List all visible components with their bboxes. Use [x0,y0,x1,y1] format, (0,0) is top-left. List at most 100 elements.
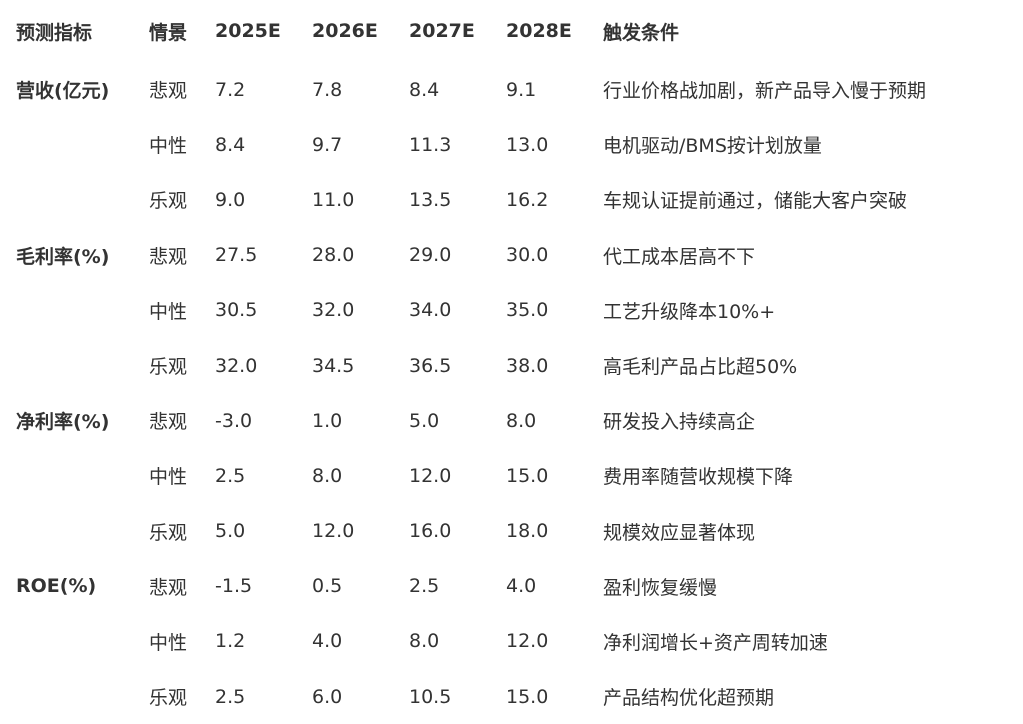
scenario-cell: 乐观 [149,687,188,710]
scenario-cell: 乐观 [149,521,188,544]
value-2028e: 15.0 [506,464,549,487]
value-2027e: 10.5 [409,685,452,708]
header-2026e: 2026E [312,20,378,42]
value-2025e: 1.2 [215,630,246,653]
value-2028e: 9.1 [506,78,537,101]
header-row: 预测指标 情景 2025E 2026E 2027E 2028E 触发条件 [0,0,1023,62]
value-2027e: 5.0 [409,409,440,432]
trigger-cell: 工艺升级降本10%+ [603,300,776,323]
table-body: 营收(亿元) 悲观 7.2 7.8 8.4 9.1 行业价格战加剧，新产品导入慢… [0,62,1023,724]
value-2025e: 8.4 [215,133,246,156]
value-2028e: 16.2 [506,188,549,211]
value-2026e: 4.0 [312,630,343,653]
value-2025e: 2.5 [215,685,246,708]
scenario-cell: 中性 [149,466,188,489]
header-2027e: 2027E [409,20,475,42]
metric-cell: 营收(亿元) [16,80,110,103]
header-metric: 预测指标 [16,21,93,44]
value-2027e: 36.5 [409,354,452,377]
value-2025e: 2.5 [215,464,246,487]
value-2025e: 27.5 [215,244,258,267]
metric-cell [0,338,133,393]
trigger-cell: 盈利恢复缓慢 [603,576,718,599]
metric-cell [0,614,133,669]
table-row: 乐观 5.0 12.0 16.0 18.0 规模效应显著体现 [0,504,1023,559]
table-row: 净利率(%) 悲观 -3.0 1.0 5.0 8.0 研发投入持续高企 [0,393,1023,448]
value-2025e: 32.0 [215,354,258,377]
metric-cell [0,669,133,724]
value-2027e: 8.4 [409,78,440,101]
trigger-cell: 代工成本居高不下 [603,245,756,268]
value-2028e: 18.0 [506,520,549,543]
metric-cell: ROE(%) [16,575,97,598]
value-2028e: 30.0 [506,244,549,267]
table-row: 乐观 2.5 6.0 10.5 15.0 产品结构优化超预期 [0,669,1023,724]
value-2026e: 28.0 [312,244,355,267]
metric-cell: 净利率(%) [16,411,110,434]
trigger-cell: 车规认证提前通过，储能大客户突破 [603,190,908,213]
metric-cell [0,283,133,338]
value-2026e: 7.8 [312,78,343,101]
value-2026e: 1.0 [312,409,343,432]
scenario-cell: 悲观 [149,576,188,599]
scenario-cell: 悲观 [149,411,188,434]
value-2027e: 2.5 [409,575,440,598]
table-header: 预测指标 情景 2025E 2026E 2027E 2028E 触发条件 [0,0,1023,62]
scenario-cell: 中性 [149,631,188,654]
value-2026e: 0.5 [312,575,343,598]
value-2026e: 34.5 [312,354,355,377]
value-2025e: 7.2 [215,78,246,101]
trigger-cell: 高毛利产品占比超50% [603,356,798,379]
value-2026e: 12.0 [312,520,355,543]
value-2028e: 13.0 [506,133,549,156]
table-row: 中性 8.4 9.7 11.3 13.0 电机驱动/BMS按计划放量 [0,117,1023,172]
value-2028e: 4.0 [506,575,537,598]
value-2027e: 29.0 [409,244,452,267]
scenario-cell: 乐观 [149,356,188,379]
value-2027e: 13.5 [409,188,452,211]
metric-cell [0,172,133,227]
table-row: 营收(亿元) 悲观 7.2 7.8 8.4 9.1 行业价格战加剧，新产品导入慢… [0,62,1023,117]
trigger-cell: 净利润增长+资产周转加速 [603,631,828,654]
metric-cell [0,117,133,172]
value-2028e: 38.0 [506,354,549,377]
value-2026e: 8.0 [312,464,343,487]
header-2028e: 2028E [506,20,572,42]
trigger-cell: 产品结构优化超预期 [603,687,775,710]
trigger-cell: 规模效应显著体现 [603,521,756,544]
value-2025e: 30.5 [215,299,258,322]
metric-cell [0,504,133,559]
value-2028e: 35.0 [506,299,549,322]
value-2026e: 6.0 [312,685,343,708]
table-row: 毛利率(%) 悲观 27.5 28.0 29.0 30.0 代工成本居高不下 [0,228,1023,283]
value-2027e: 34.0 [409,299,452,322]
header-trigger-condition: 触发条件 [603,21,680,44]
trigger-cell: 行业价格战加剧，新产品导入慢于预期 [603,80,927,103]
trigger-cell: 电机驱动/BMS按计划放量 [603,135,822,158]
header-2025e: 2025E [215,20,281,42]
metric-cell [0,448,133,503]
value-2028e: 8.0 [506,409,537,432]
value-2028e: 12.0 [506,630,549,653]
table-row: 中性 30.5 32.0 34.0 35.0 工艺升级降本10%+ [0,283,1023,338]
table-row: 中性 2.5 8.0 12.0 15.0 费用率随营收规模下降 [0,448,1023,503]
scenario-cell: 中性 [149,135,188,158]
table-row: 乐观 9.0 11.0 13.5 16.2 车规认证提前通过，储能大客户突破 [0,172,1023,227]
value-2026e: 32.0 [312,299,355,322]
metric-cell: 毛利率(%) [16,245,110,268]
scenario-cell: 悲观 [149,80,188,103]
value-2025e: -1.5 [215,575,253,598]
trigger-cell: 费用率随营收规模下降 [603,466,794,489]
value-2027e: 8.0 [409,630,440,653]
table-row: 中性 1.2 4.0 8.0 12.0 净利润增长+资产周转加速 [0,614,1023,669]
scenario-cell: 中性 [149,300,188,323]
scenario-cell: 乐观 [149,190,188,213]
table-row: 乐观 32.0 34.5 36.5 38.0 高毛利产品占比超50% [0,338,1023,393]
table-row: ROE(%) 悲观 -1.5 0.5 2.5 4.0 盈利恢复缓慢 [0,559,1023,614]
scenario-cell: 悲观 [149,245,188,268]
value-2025e: 9.0 [215,188,246,211]
value-2025e: -3.0 [215,409,253,432]
value-2026e: 9.7 [312,133,343,156]
value-2028e: 15.0 [506,685,549,708]
